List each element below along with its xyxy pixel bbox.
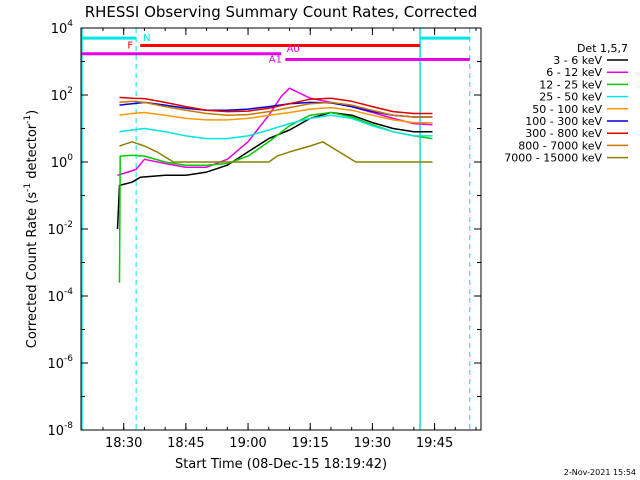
series-line: [119, 141, 433, 163]
y-tick-label-base: 10: [47, 223, 64, 238]
y-axis-label-exp1: -1: [23, 183, 33, 192]
legend-entry-label: 800 - 7000 keV: [518, 139, 602, 152]
interval-label: N: [143, 33, 150, 44]
footer-date: 2-Nov-2021 15:54: [564, 468, 636, 477]
y-tick-label-base: 10: [47, 357, 64, 372]
series-line: [119, 101, 433, 118]
x-axis-label: Start Time (08-Dec-15 18:19:42): [175, 457, 387, 472]
x-tick-label: 19:15: [291, 436, 328, 451]
series-line: [119, 96, 433, 115]
y-tick-label-base: 10: [51, 89, 68, 104]
x-tick-label: 19:00: [229, 436, 266, 451]
series-line: [118, 111, 433, 283]
y-tick-label: 10-2: [47, 220, 73, 238]
series-line: [119, 106, 433, 124]
y-tick-label-exp: -2: [64, 220, 73, 230]
series-line: [119, 100, 433, 118]
attenuator-intervals: NF A0 A1: [81, 33, 470, 65]
legend-title: Det 1,5,7: [577, 42, 628, 55]
legend-entry-label: 300 - 800 keV: [525, 127, 602, 140]
y-tick-label-base: 10: [47, 424, 64, 439]
interval-label: F: [127, 41, 133, 52]
legend-entry-label: 6 - 12 keV: [546, 66, 602, 79]
legend-entry-label: 12 - 25 keV: [539, 78, 602, 91]
series-line: [119, 114, 433, 140]
y-tick-label-base: 10: [51, 156, 68, 171]
axes: 18:30 18:45 19:00 19:15 19:30 19:4510-810-610…: [47, 19, 481, 451]
y-tick-label-exp: -8: [64, 421, 73, 431]
x-tick-label: 19:30: [354, 436, 391, 451]
series-lines: [116, 87, 433, 283]
interval-label: A1: [269, 54, 282, 65]
x-tick-label: 19:45: [416, 436, 453, 451]
y-tick-label: 10-4: [47, 287, 73, 305]
y-tick-label: 102: [51, 86, 73, 104]
y-axis-label-exp2: -1: [23, 115, 33, 124]
series-line: [116, 111, 433, 230]
y-tick-label-exp: 0: [67, 153, 73, 163]
y-tick-label-base: 10: [47, 290, 64, 305]
x-tick-label: 18:45: [167, 436, 204, 451]
y-tick-label: 10-6: [47, 354, 73, 372]
interval-label: A0: [287, 44, 300, 55]
chart-title: RHESSI Observing Summary Count Rates, Co…: [85, 3, 478, 21]
y-axis-label: Corrected Count Rate (s-1 detector-1): [23, 110, 40, 348]
legend-entry-label: 7000 - 15000 keV: [504, 152, 602, 165]
y-axis-label-mid: detector: [25, 123, 40, 183]
legend-entry-label: 25 - 50 keV: [539, 91, 602, 104]
x-tick-label: 18:30: [105, 436, 142, 451]
legend-entry-label: 100 - 300 keV: [525, 115, 602, 128]
time-markers: [81, 28, 471, 430]
y-tick-label-base: 10: [51, 22, 68, 37]
y-tick-label: 100: [51, 153, 74, 171]
y-tick-label: 104: [51, 19, 74, 37]
legend-entry-label: 50 - 100 keV: [532, 103, 602, 116]
y-tick-label-exp: -4: [64, 287, 73, 297]
y-tick-label-exp: 2: [67, 86, 73, 96]
legend-entry-label: 3 - 6 keV: [553, 54, 602, 67]
y-axis-label-main: Corrected Count Rate (s: [25, 192, 40, 349]
plot-frame: [80, 27, 482, 431]
y-tick-label-exp: -6: [64, 354, 73, 364]
y-tick-label-exp: 4: [67, 19, 73, 29]
y-axis-label-end: ): [25, 110, 40, 115]
y-tick-label: 10-8: [47, 421, 73, 439]
